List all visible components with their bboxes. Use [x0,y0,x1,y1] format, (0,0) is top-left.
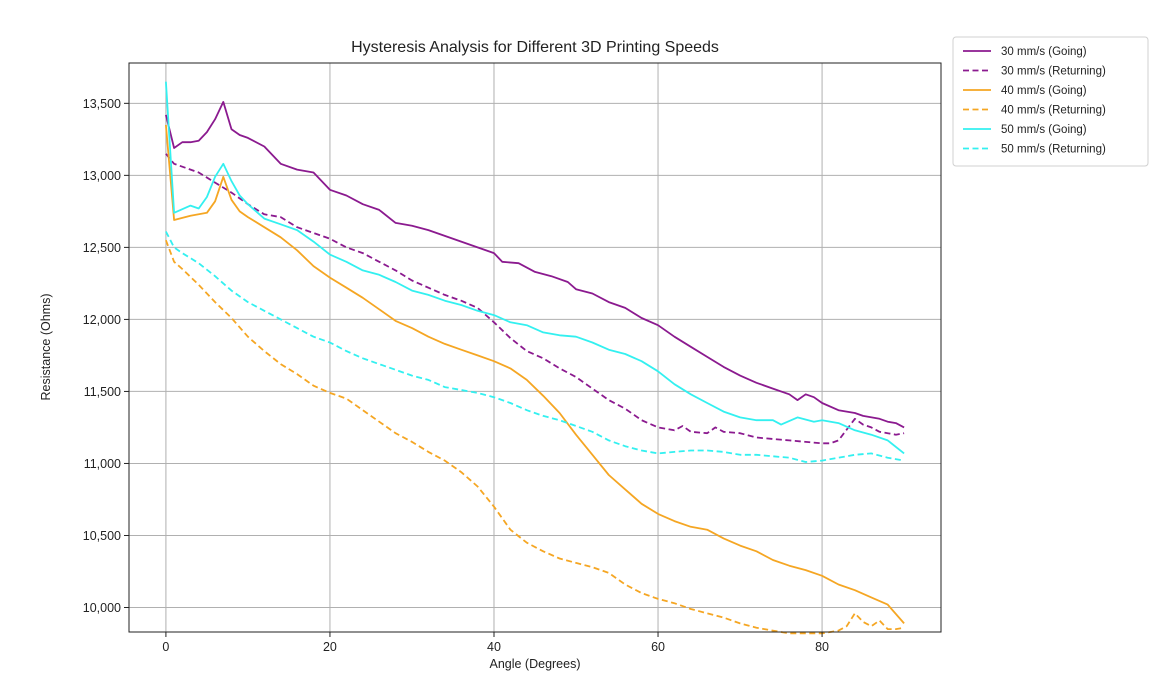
y-tick-label: 13,500 [83,97,121,111]
y-tick-label: 10,000 [83,601,121,615]
series-line-30-mm-s-going [165,101,905,429]
plot-frame [128,62,942,633]
legend-label: 40 mm/s (Going) [1001,85,1087,97]
legend-label: 50 mm/s (Returning) [1001,144,1106,156]
x-axis-label: Angle (Degrees) [489,657,580,671]
series-line-50-mm-s-going [165,81,905,455]
legend-label: 40 mm/s (Returning) [1001,105,1106,117]
y-tick-label: 11,000 [84,457,121,471]
y-tick-label: 12,000 [83,313,121,327]
y-tick-label: 11,500 [84,385,121,399]
legend: 30 mm/s (Going) 30 mm/s (Returning) 40 mm/… [952,36,1149,167]
series-line-40-mm-s-going [165,124,905,624]
series-line-40-mm-s-returning [165,239,905,635]
y-tick-label: 12,500 [83,241,121,255]
x-tick-label: 0 [162,640,169,654]
grid-lines [129,63,941,632]
y-axis-label: Resistance (Ohms) [39,294,53,401]
legend-label: 50 mm/s (Going) [1001,124,1087,136]
series-lines [165,81,905,635]
x-tick-label: 20 [323,640,337,654]
x-tick-label: 80 [815,640,829,654]
y-tick-label: 13,000 [83,169,121,183]
legend-box [952,36,1149,167]
legend-label: 30 mm/s (Going) [1001,46,1087,58]
x-tick-label: 40 [487,640,501,654]
series-line-30-mm-s-returning [165,153,905,445]
chart-title: Hysteresis Analysis for Different 3D Pri… [351,39,719,56]
y-tick-label: 10,500 [83,529,121,543]
series-line-50-mm-s-returning [165,231,905,463]
legend-label: 30 mm/s (Returning) [1001,66,1106,78]
axis-ticks: 0 20 40 60 80 10,000 10,500 11,000 11,500 12,000 1… [83,97,829,654]
x-tick-label: 60 [651,640,665,654]
